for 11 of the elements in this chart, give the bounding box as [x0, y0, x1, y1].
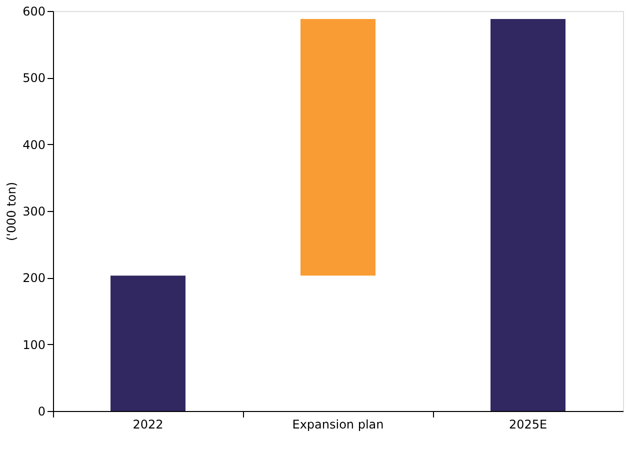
y-tick-label: 400: [22, 138, 46, 152]
y-tick-label: 0: [38, 404, 46, 418]
y-tick-label: 100: [22, 338, 46, 352]
x-tick-label: 2022: [132, 418, 164, 432]
y-tick-label: 600: [22, 4, 46, 18]
y-axis-title: ('000 ton): [4, 182, 19, 242]
y-tick-label: 200: [22, 271, 46, 286]
x-tick-label: Expansion plan: [292, 418, 384, 432]
y-tick-label: 500: [22, 71, 46, 86]
x-tick-label: 2025E: [508, 418, 548, 432]
y-tick-label: 300: [22, 204, 46, 218]
